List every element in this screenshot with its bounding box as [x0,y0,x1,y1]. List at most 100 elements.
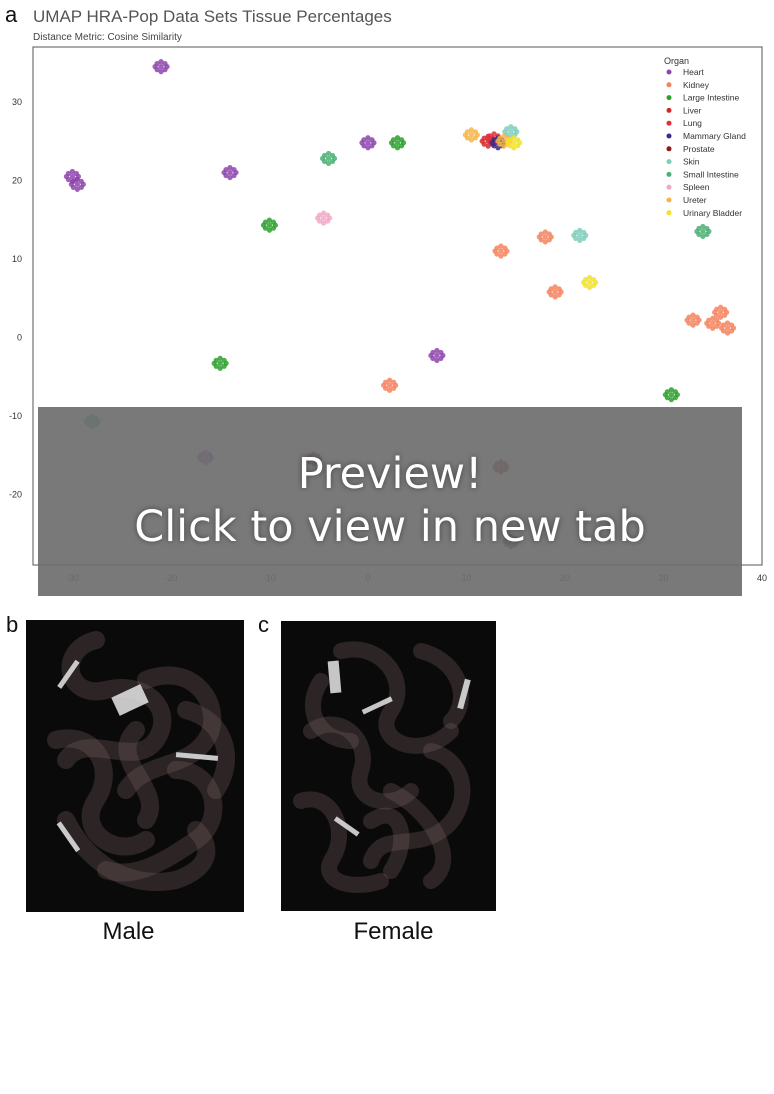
data-point [511,145,517,151]
data-point [393,382,399,388]
cluster-heart [152,59,170,75]
cluster-ureter [462,127,480,143]
data-point [468,127,474,133]
data-point [319,155,326,162]
legend-marker [666,146,672,152]
panel-label-b: b [6,612,19,637]
data-point [158,59,164,65]
data-point [74,186,80,192]
legend-entry: Liver [683,105,702,115]
data-point [387,377,393,383]
y-tick-label: -20 [9,489,22,499]
data-point [387,382,393,388]
data-point [662,392,668,398]
data-point [668,387,674,393]
cluster-urinary-bladder [581,274,599,291]
data-point [365,140,371,146]
cluster-large-intestine [388,135,407,151]
data-point [583,232,589,238]
data-point [724,320,731,326]
data-point [552,294,558,300]
data-point [498,243,504,249]
cluster-skin [571,227,589,243]
data-point [327,215,333,221]
data-point [548,234,554,240]
data-point [69,173,76,180]
data-point [696,317,702,323]
data-point [69,168,76,175]
data-point [325,155,332,162]
data-point [272,222,279,228]
data-point [577,237,583,243]
data-point [233,169,239,176]
data-point [158,69,164,75]
legend-marker [666,210,672,216]
legend-entry: Lung [683,118,702,128]
legend-marker [666,171,672,177]
data-point [387,387,393,393]
data-point [704,320,710,326]
data-point [587,279,593,286]
data-point [668,397,674,403]
data-point [710,325,716,331]
cluster-kidney [718,320,737,336]
data-point [388,140,395,146]
male-caption: Male [102,918,155,945]
data-point [227,169,233,176]
female-caption: Female [353,918,434,945]
preview-overlay[interactable]: Preview! Click to view in new tab [38,407,742,596]
legend-marker [666,82,672,88]
data-point [593,279,599,286]
male-body-rendering [26,620,244,912]
data-point [164,64,170,70]
preview-open-tab-text[interactable]: Click to view in new tab [134,502,646,552]
data-point [394,145,401,151]
data-point [542,239,548,245]
data-point [495,138,501,144]
data-point [489,140,495,146]
cluster-kidney [704,315,722,331]
cluster-kidney [381,377,399,393]
cluster-heart [428,347,446,364]
data-point [331,155,338,162]
legend-entry: Small Intestine [683,169,739,179]
cluster-kidney [536,229,554,245]
data-point [474,132,480,138]
data-point [321,210,327,216]
data-point [684,317,690,323]
data-point [718,325,725,331]
data-point [587,284,593,291]
legend-title: Organ [664,56,689,66]
data-point [325,150,332,157]
data-point [217,355,223,361]
legend-marker [666,184,672,190]
data-point [325,160,332,167]
legend-marker [666,95,672,101]
data-point [227,174,233,181]
data-point [371,140,377,146]
data-point [266,227,273,233]
data-point [700,233,706,240]
y-tick-label: 30 [12,97,22,107]
data-point [577,227,583,233]
data-point [74,176,80,182]
panel-label-c: c [258,612,269,637]
chart-title: UMAP HRA-Pop Data Sets Tissue Percentage… [33,7,392,26]
data-point [712,309,718,315]
cluster-heart [221,164,239,181]
data-point [468,132,474,138]
data-point [80,181,86,187]
data-point [428,352,434,359]
data-point [718,309,724,315]
data-point [690,322,696,328]
data-point [266,222,273,228]
data-point [552,284,558,290]
data-point [498,248,504,254]
y-tick-label: 0 [17,332,22,342]
cluster-large-intestine [260,217,279,233]
data-point [462,132,468,138]
data-point [716,320,722,326]
data-point [710,315,716,321]
data-point [517,140,523,146]
data-point [690,312,696,318]
